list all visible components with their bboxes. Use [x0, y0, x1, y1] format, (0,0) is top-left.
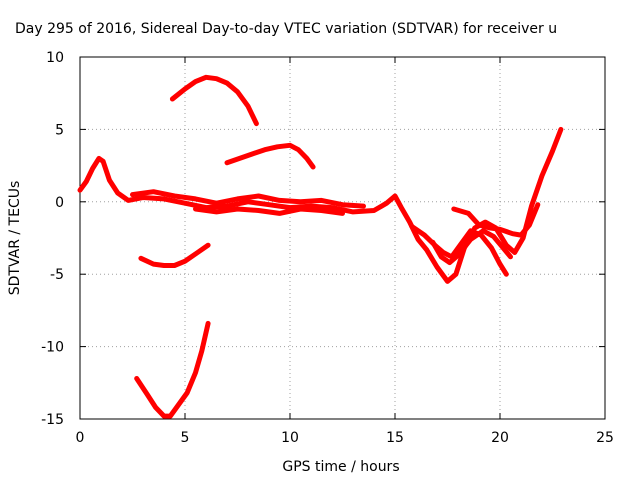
y-tick-label: 5 [55, 122, 64, 138]
ticks: 0 5 10 15 20 25 -15 -10 -5 0 5 10 [41, 50, 614, 446]
y-tick-label: 10 [46, 50, 64, 66]
series-line-branch-d [451, 202, 541, 238]
series-line-bundle-a [130, 189, 366, 209]
grid [80, 57, 605, 419]
y-tick-label: -5 [50, 267, 64, 283]
series-line-branch-e [430, 228, 513, 266]
series-line-segment-bottom [134, 320, 211, 419]
y-tick-label: -15 [41, 412, 64, 428]
plot-frame [79, 56, 606, 420]
x-tick-label: 10 [281, 430, 299, 446]
series-line-main [77, 126, 564, 284]
y-axis-label: SDTVAR / TECUs [7, 181, 23, 296]
y-tick-label: 0 [55, 195, 64, 211]
series-line-segment-mid [224, 142, 316, 170]
x-tick-label: 15 [386, 430, 404, 446]
x-tick-label: 0 [76, 430, 85, 446]
chart-title: Day 295 of 2016, Sidereal Day-to-day VTE… [15, 21, 557, 37]
x-axis-label: GPS time / hours [282, 459, 399, 475]
x-tick-label: 25 [596, 430, 614, 446]
series-line-segment-low [138, 242, 211, 268]
series-layer [77, 74, 564, 419]
series-line-arc-top [169, 74, 259, 127]
series-line-bundle-b [193, 206, 345, 216]
x-tick-label: 5 [181, 430, 190, 446]
y-tick-label: -10 [41, 340, 64, 356]
x-tick-label: 20 [491, 430, 509, 446]
